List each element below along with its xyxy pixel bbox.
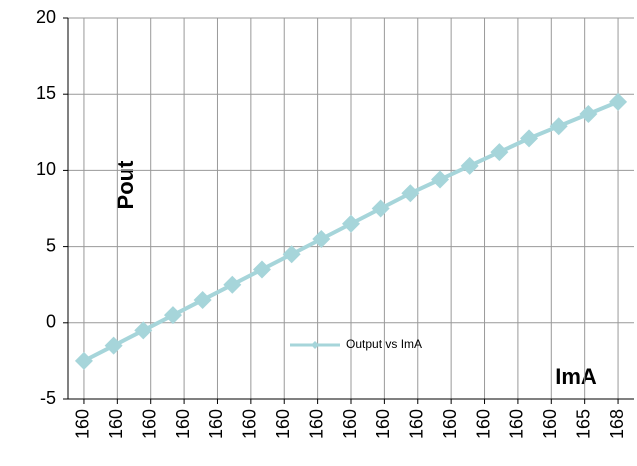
marker bbox=[104, 336, 123, 355]
marker bbox=[163, 306, 182, 325]
marker bbox=[460, 156, 479, 175]
marker bbox=[371, 199, 390, 218]
x-tick-label: 160 bbox=[473, 409, 493, 439]
x-tick-label: 168 bbox=[607, 409, 627, 439]
marker bbox=[490, 143, 509, 162]
x-tick-label: 160 bbox=[173, 409, 193, 439]
x-tick-label: 160 bbox=[373, 409, 393, 439]
x-tick-label: 160 bbox=[106, 409, 126, 439]
marker bbox=[401, 184, 420, 203]
x-tick-label: 160 bbox=[73, 409, 93, 439]
marker bbox=[609, 92, 628, 111]
marker bbox=[223, 275, 242, 294]
legend-label: Output vs ImA bbox=[346, 337, 422, 351]
marker bbox=[193, 290, 212, 309]
marker bbox=[134, 321, 153, 340]
x-tick-label: 160 bbox=[440, 409, 460, 439]
x-tick-label: 160 bbox=[306, 409, 326, 439]
legend-marker bbox=[311, 341, 319, 349]
y-tick-label: 10 bbox=[36, 159, 56, 179]
y-tick-label: -5 bbox=[40, 388, 56, 408]
y-axis-label: Pout bbox=[113, 160, 138, 210]
x-tick-label: 160 bbox=[507, 409, 527, 439]
marker bbox=[579, 105, 598, 124]
y-tick-label: 0 bbox=[46, 312, 56, 332]
marker bbox=[520, 129, 539, 148]
x-tick-label: 160 bbox=[240, 409, 260, 439]
x-tick-label: 165 bbox=[573, 409, 593, 439]
x-tick-label: 160 bbox=[139, 409, 159, 439]
marker bbox=[312, 229, 331, 248]
x-tick-label: 160 bbox=[540, 409, 560, 439]
marker bbox=[431, 170, 450, 189]
x-tick-label: 160 bbox=[340, 409, 360, 439]
y-tick-label: 5 bbox=[46, 235, 56, 255]
y-tick-label: 15 bbox=[36, 83, 56, 103]
y-tick-label: 20 bbox=[36, 7, 56, 27]
x-axis-label: ImA bbox=[555, 364, 597, 389]
marker bbox=[342, 214, 360, 233]
marker bbox=[252, 260, 271, 279]
marker bbox=[74, 351, 93, 370]
x-tick-label: 160 bbox=[206, 409, 226, 439]
x-tick-label: 160 bbox=[273, 409, 293, 439]
x-tick-label: 160 bbox=[407, 409, 427, 439]
marker bbox=[549, 117, 568, 136]
marker bbox=[282, 245, 301, 264]
